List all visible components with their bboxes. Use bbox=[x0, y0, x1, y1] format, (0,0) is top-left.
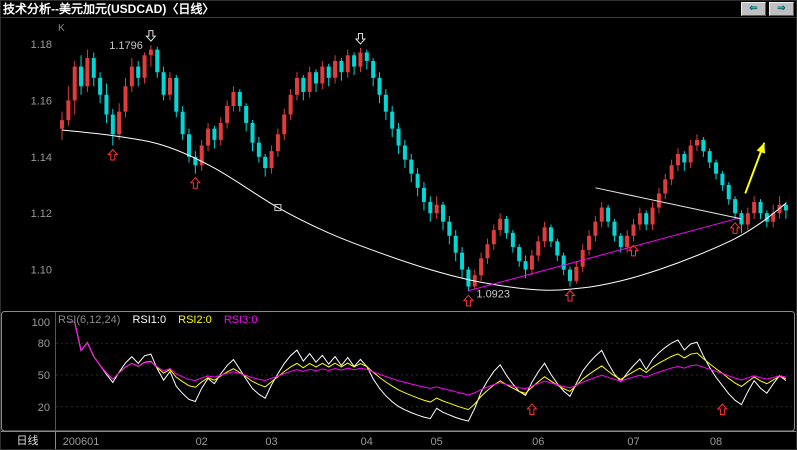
title-bar: 技术分析--美元加元(USDCAD)〈日线〉 ⇐ ⇒ bbox=[0, 0, 797, 17]
rsi-buy-arrows bbox=[526, 403, 729, 415]
pane-decorations bbox=[0, 17, 797, 450]
svg-text:08: 08 bbox=[710, 436, 722, 448]
ma-line bbox=[61, 129, 787, 291]
rsi-line-2 bbox=[68, 321, 787, 411]
scroll-right-button[interactable]: ⇒ bbox=[769, 1, 794, 16]
window-title: 技术分析--美元加元(USDCAD)〈日线〉 bbox=[3, 2, 215, 16]
sell-signal-arrows bbox=[145, 30, 367, 45]
low-price-label: 1.0923 bbox=[476, 288, 510, 300]
chart-object-anchor bbox=[274, 204, 282, 212]
svg-text:100: 100 bbox=[32, 317, 50, 329]
svg-text:07: 07 bbox=[627, 436, 639, 448]
rsi-line-3 bbox=[68, 321, 786, 396]
buy-signal-arrows bbox=[107, 148, 741, 307]
svg-text:1.0923: 1.0923 bbox=[476, 288, 510, 300]
svg-text:03: 03 bbox=[265, 436, 277, 448]
rsi1-legend-label: RSI1:0 bbox=[132, 314, 167, 326]
chart-scroll-buttons: ⇐ ⇒ bbox=[738, 1, 794, 16]
svg-text:02: 02 bbox=[196, 436, 208, 448]
kline-indicator-label: K bbox=[58, 23, 65, 34]
svg-text:04: 04 bbox=[361, 436, 373, 448]
svg-text:K: K bbox=[58, 23, 65, 34]
rsi-line-1 bbox=[68, 321, 787, 422]
time-axis-labels: 200601 02 03 04 05 06 07 08 bbox=[63, 436, 722, 448]
svg-text:200601: 200601 bbox=[63, 436, 100, 448]
svg-text:1.12: 1.12 bbox=[31, 208, 52, 220]
svg-text:06: 06 bbox=[532, 436, 544, 448]
svg-text:1.18: 1.18 bbox=[31, 39, 52, 51]
svg-text:05: 05 bbox=[431, 436, 443, 448]
svg-text:50: 50 bbox=[38, 370, 50, 382]
svg-text:1.1796: 1.1796 bbox=[109, 40, 143, 52]
price-axis-labels: 1.18 1.16 1.14 1.12 1.10 bbox=[31, 39, 52, 277]
svg-text:1.16: 1.16 bbox=[31, 95, 52, 107]
up-trend-arrow bbox=[744, 142, 766, 194]
svg-text:80: 80 bbox=[38, 338, 50, 350]
rsi2-legend-label: RSI2:0 bbox=[178, 314, 212, 326]
scroll-left-button[interactable]: ⇐ bbox=[741, 1, 766, 16]
svg-text:20: 20 bbox=[38, 402, 50, 414]
rsi3-legend-label: RSI3:0 bbox=[223, 314, 258, 326]
rsi-legend: RSI(6,12,24) RSI1:0 RSI2:0 RSI3:0 bbox=[58, 314, 266, 326]
period-label[interactable]: 日线 bbox=[16, 435, 39, 447]
rsi-axis-labels: 100 80 50 20 bbox=[32, 317, 50, 414]
svg-text:1.14: 1.14 bbox=[31, 152, 52, 164]
rsi-params-label: RSI(6,12,24) bbox=[58, 314, 121, 326]
trendlines bbox=[468, 187, 742, 292]
svg-text:1.10: 1.10 bbox=[31, 265, 52, 277]
peak-price-label: 1.1796 bbox=[109, 40, 143, 52]
candlestick-series[interactable] bbox=[60, 45, 788, 292]
